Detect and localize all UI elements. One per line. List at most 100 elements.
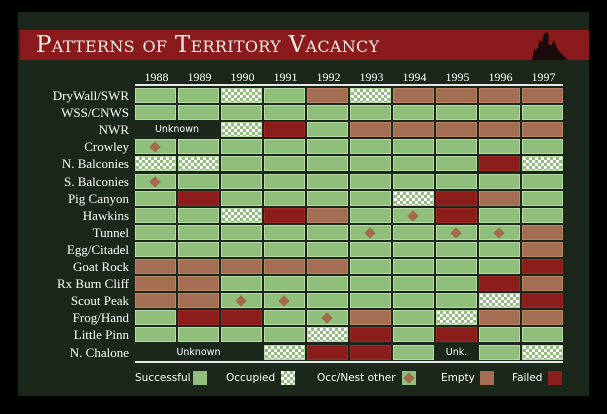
legend-swatch-S [193, 371, 207, 385]
cell-successful [307, 139, 348, 155]
legend-label-S: Successful [135, 372, 191, 384]
cell-successful [479, 327, 520, 343]
legend-label-O: Occupied [226, 372, 276, 384]
cell-successful [307, 241, 348, 257]
cell-empty [436, 88, 477, 103]
cell-failed [264, 122, 305, 138]
cell-occupied [135, 156, 176, 172]
cell-failed [178, 310, 219, 326]
cell-occupied [350, 88, 391, 103]
column-header-1994: 1994 [402, 70, 427, 84]
cell-successful [135, 207, 176, 223]
legend-swatch-O [281, 371, 295, 385]
cell-successful [393, 224, 434, 240]
cell-successful [178, 224, 219, 240]
column-header-1991: 1991 [273, 70, 298, 84]
cell-empty [436, 122, 477, 138]
cell-successful [479, 173, 520, 189]
cell-successful [135, 241, 176, 257]
column-header-1988: 1988 [144, 70, 169, 84]
row-label: Hawkins [82, 207, 129, 223]
cell-empty [479, 122, 520, 138]
cell-successful [307, 156, 348, 172]
chart-title: Patterns of Territory Vacancy [36, 32, 380, 58]
cell-successful [221, 173, 262, 189]
cell-empty [178, 293, 219, 309]
cell-occ-nest-other [393, 207, 434, 223]
cell-successful [307, 122, 348, 138]
cell-occupied [522, 344, 563, 360]
cell-occ-nest-other [264, 293, 305, 309]
cell-failed [264, 207, 305, 223]
cell-occupied [264, 344, 305, 360]
cell-successful [135, 190, 176, 206]
diamond-marker [403, 372, 415, 384]
cell-successful [178, 88, 219, 103]
cell-successful [436, 259, 477, 274]
cell-occ-nest-other [436, 224, 477, 240]
cell-successful [221, 156, 262, 172]
cell-successful [393, 293, 434, 309]
cell-empty [522, 241, 563, 257]
cell-successful [350, 139, 391, 155]
cell-successful [522, 327, 563, 343]
cell-successful [479, 259, 520, 274]
cell-successful [436, 293, 477, 309]
cell-successful [264, 105, 305, 121]
row-label: Goat Rock [73, 259, 129, 274]
legend-label-D: Occ/Nest other [317, 372, 396, 384]
row-label: WSS/CNWS [61, 105, 129, 121]
unknown-label: Unk. [445, 346, 468, 358]
cell-empty [307, 88, 348, 103]
cell-empty [178, 276, 219, 292]
cell-successful [393, 156, 434, 172]
cell-successful [393, 105, 434, 121]
diamond-marker [149, 141, 161, 153]
cell-successful [178, 139, 219, 155]
cell-successful [135, 310, 176, 326]
row-label: Pig Canyon [67, 190, 129, 206]
cell-successful [436, 156, 477, 172]
cell-occupied [393, 190, 434, 206]
cell-successful [350, 241, 391, 257]
cell-occ-nest-other [221, 293, 262, 309]
cell-successful [264, 310, 305, 326]
cell-successful [221, 327, 262, 343]
cell-empty [479, 310, 520, 326]
row-label: N. Balconies [61, 156, 129, 172]
row-label: Tunnel [92, 224, 129, 240]
cell-successful [393, 139, 434, 155]
cell-successful [350, 156, 391, 172]
cell-successful [350, 276, 391, 292]
cell-successful [436, 276, 477, 292]
cell-failed [436, 207, 477, 223]
cell-successful [350, 173, 391, 189]
row-label: NWR [98, 122, 129, 138]
cell-empty [522, 224, 563, 240]
cell-successful [264, 224, 305, 240]
cell-occupied [522, 156, 563, 172]
row-label: Crowley [84, 139, 129, 155]
column-header-1990: 1990 [230, 70, 255, 84]
legend-swatch-E [480, 371, 494, 385]
cell-successful [307, 276, 348, 292]
diamond-marker [407, 210, 419, 222]
cell-empty [307, 259, 348, 274]
cell-empty [479, 88, 520, 103]
cell-empty [350, 310, 391, 326]
row-label: S. Balconies [64, 173, 129, 189]
cell-successful [264, 173, 305, 189]
cell-successful [522, 105, 563, 121]
cell-failed [307, 344, 348, 360]
cell-failed [479, 276, 520, 292]
row-label: DryWall/SWR [52, 88, 129, 103]
cell-occ-nest-other [350, 224, 391, 240]
legend-swatch-F [548, 371, 562, 385]
cell-empty [135, 259, 176, 274]
cell-successful [522, 139, 563, 155]
unknown-label: Unknown [176, 346, 221, 358]
cell-successful [393, 344, 434, 360]
diamond-marker [493, 227, 505, 239]
cell-successful [436, 241, 477, 257]
cell-empty [393, 88, 434, 103]
